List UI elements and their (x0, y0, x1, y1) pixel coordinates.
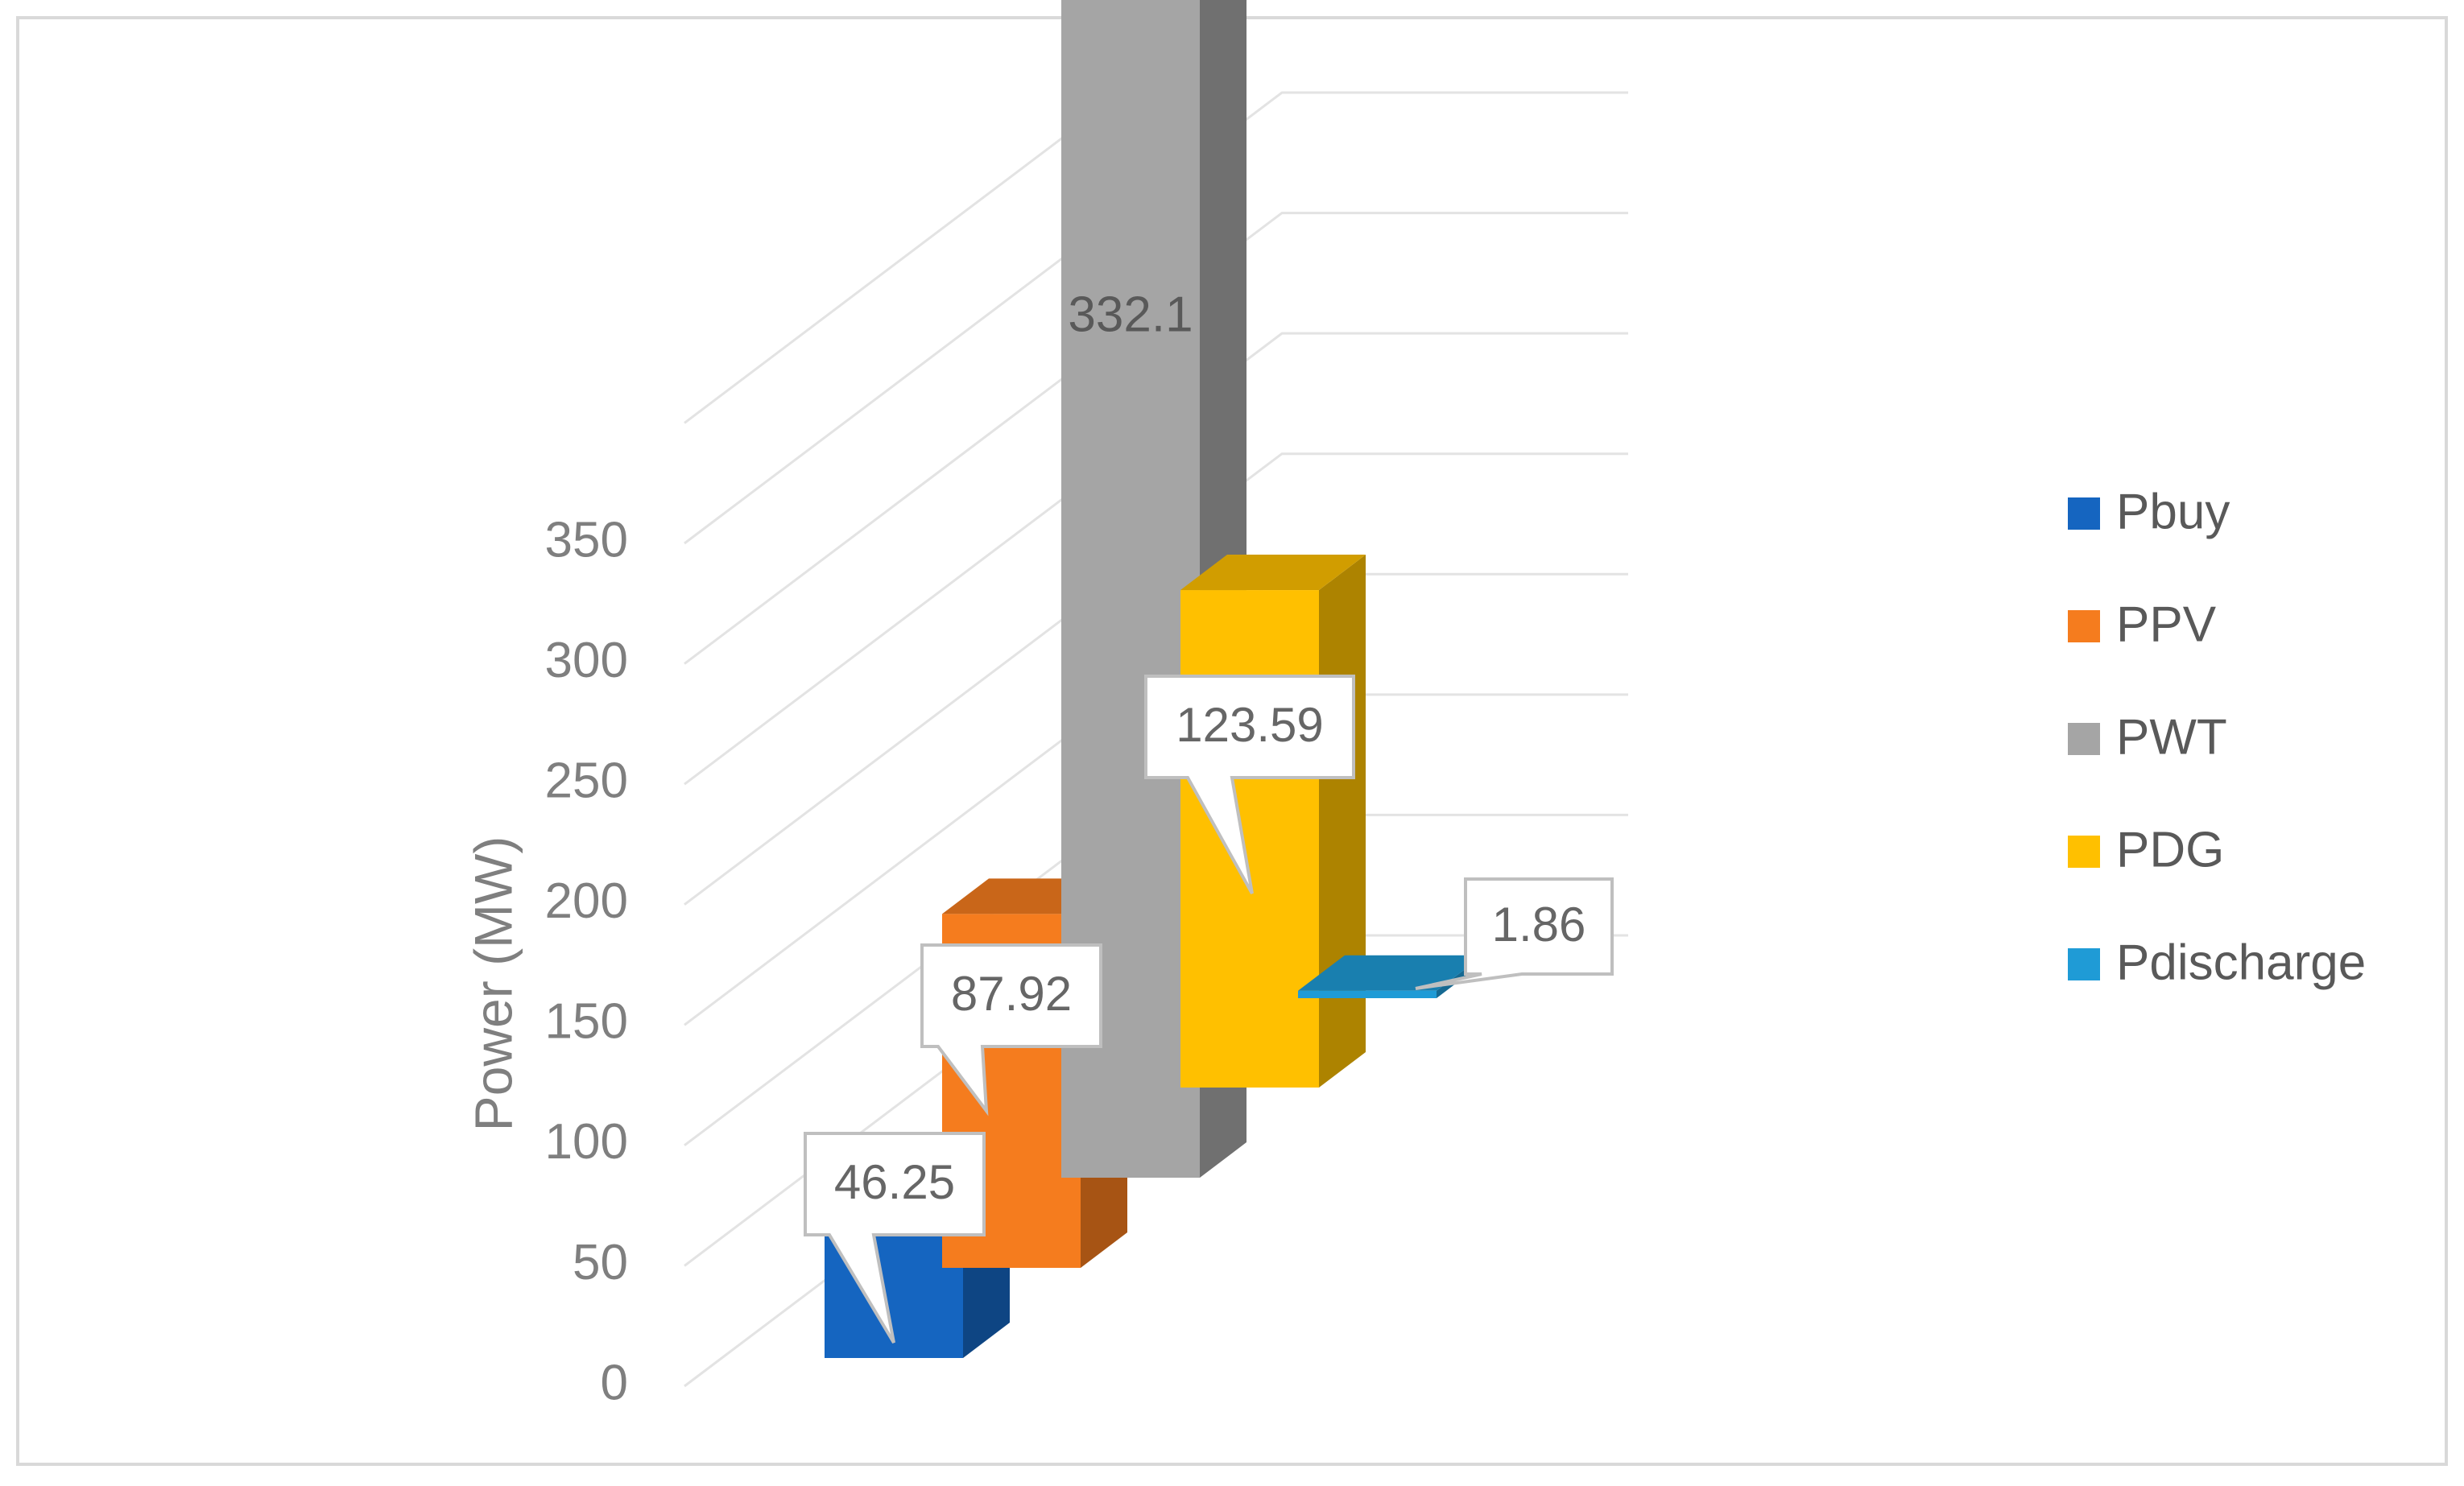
data-label-pdischarge: 1.86 (1415, 877, 1614, 990)
data-label-ppv: 87.92 (920, 943, 1102, 1117)
gridline (684, 452, 1628, 906)
legend-swatch (2068, 610, 2100, 642)
legend-swatch (2068, 497, 2100, 530)
y-tick-label: 250 (545, 753, 628, 809)
legend: Pbuy PPV PWT PDG Pdischarge (2068, 484, 2366, 990)
data-label-pbuy: 46.25 (804, 1132, 986, 1344)
legend-swatch (2068, 836, 2100, 868)
data-label-callout-box (1144, 675, 1355, 894)
bar-top-face (1180, 555, 1366, 591)
gridline (684, 0, 1247, 424)
data-label-pwt: 332.1 (1068, 287, 1193, 342)
data-label-text: 332.1 (1068, 287, 1193, 342)
data-label-callout-box (804, 1132, 986, 1344)
legend-label: PDG (2116, 822, 2224, 877)
data-label-text: 46.25 (834, 1155, 955, 1209)
legend-item-pdischarge: Pdischarge (2068, 935, 2366, 990)
data-label-callout-box (920, 943, 1102, 1117)
bar-front-face (1298, 990, 1437, 998)
data-label-text: 123.59 (1176, 698, 1324, 752)
y-tick-label: 350 (545, 512, 628, 568)
bar-top-face (1298, 955, 1483, 991)
y-tick-label: 50 (573, 1235, 628, 1290)
data-label-pdg: 123.59 (1144, 675, 1355, 894)
gridline (684, 332, 1628, 786)
bar-side-face (1319, 555, 1366, 1088)
y-tick-label: 150 (545, 994, 628, 1050)
gridline (684, 91, 1628, 545)
legend-item-ppv: PPV (2068, 596, 2217, 652)
y-axis-tick-labels: 0 50 100 150 200 250 300 350 (545, 512, 628, 1410)
legend-label: PWT (2116, 709, 2227, 765)
y-axis-title: Power (MW) (463, 836, 523, 1132)
y-tick-label: 100 (545, 1114, 628, 1170)
legend-item-pwt: PWT (2068, 709, 2227, 765)
bar-front-face (1180, 590, 1319, 1088)
legend-label: Pdischarge (2116, 935, 2366, 990)
gridline (684, 212, 1628, 665)
y-tick-label: 200 (545, 873, 628, 929)
legend-swatch (2068, 723, 2100, 755)
data-label-callout-box (1415, 877, 1614, 990)
legend-item-pbuy: Pbuy (2068, 484, 2230, 539)
legend-label: PPV (2116, 596, 2217, 652)
legend-label: Pbuy (2116, 484, 2230, 539)
y-tick-label: 0 (601, 1355, 628, 1410)
data-labels: 46.25 87.92 332.1 123.59 1.86 (804, 287, 1614, 1344)
data-label-text: 87.92 (951, 967, 1072, 1021)
y-tick-label: 300 (545, 633, 628, 688)
bar-pdg (1180, 555, 1366, 1088)
legend-item-pdg: PDG (2068, 822, 2224, 877)
data-label-text: 1.86 (1492, 898, 1586, 951)
legend-swatch (2068, 948, 2100, 980)
